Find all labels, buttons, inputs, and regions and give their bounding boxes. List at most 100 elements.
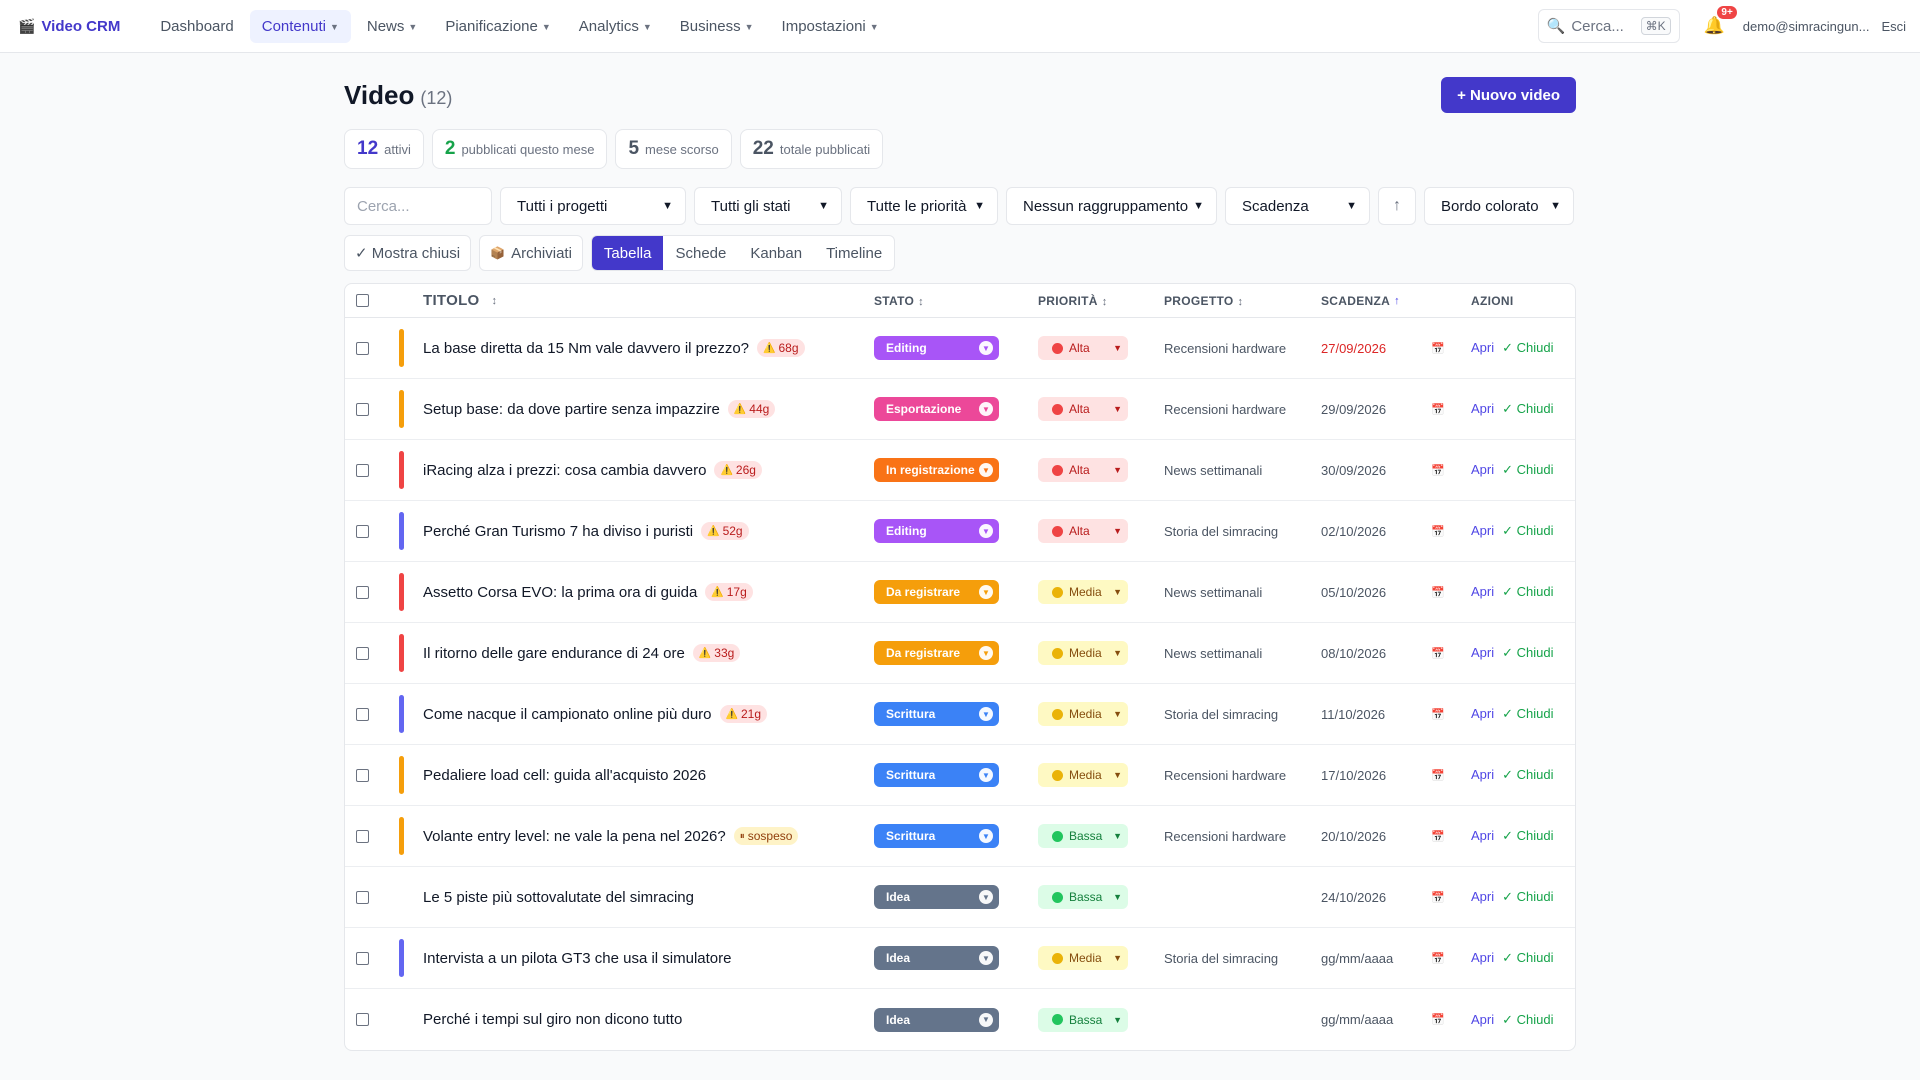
close-link[interactable]: ✓ Chiudi — [1502, 340, 1554, 355]
due-date-field[interactable]: 08/10/2026 📅 — [1321, 646, 1471, 661]
status-select[interactable]: Esportazione ▼ — [874, 397, 999, 421]
row-checkbox[interactable] — [355, 585, 369, 599]
video-title[interactable]: La base diretta da 15 Nm vale davvero il… — [423, 339, 750, 357]
calendar-icon[interactable]: 📅 — [1431, 586, 1445, 599]
calendar-icon[interactable]: 📅 — [1431, 830, 1445, 843]
archived-button[interactable]: 📦 Archiviati — [479, 235, 583, 271]
calendar-icon[interactable]: 📅 — [1431, 952, 1445, 965]
row-checkbox[interactable] — [355, 768, 369, 782]
close-link[interactable]: ✓ Chiudi — [1502, 462, 1554, 477]
close-link[interactable]: ✓ Chiudi — [1502, 401, 1554, 416]
priority-filter[interactable]: Tutte le priorità ▼ — [850, 187, 998, 225]
due-date-field[interactable]: 11/10/2026 📅 — [1321, 707, 1471, 722]
show-closed-toggle[interactable]: ✓ Mostra chiusi — [344, 235, 472, 271]
calendar-icon[interactable]: 📅 — [1431, 1014, 1445, 1026]
open-link[interactable]: Apri — [1471, 950, 1495, 965]
open-link[interactable]: Apri — [1471, 401, 1495, 416]
due-date-field[interactable]: 29/09/2026 📅 — [1321, 402, 1471, 417]
status-select[interactable]: In registrazione ▼ — [874, 458, 999, 482]
close-link[interactable]: ✓ Chiudi — [1502, 645, 1554, 660]
calendar-icon[interactable]: 📅 — [1431, 403, 1445, 416]
due-date-field[interactable]: 20/10/2026 📅 — [1321, 829, 1471, 844]
priority-select[interactable]: Bassa ▼ — [1038, 1007, 1128, 1032]
close-link[interactable]: ✓ Chiudi — [1502, 889, 1554, 904]
open-link[interactable]: Apri — [1471, 706, 1495, 721]
status-filter[interactable]: Tutti gli stati ▼ — [694, 187, 842, 225]
close-link[interactable]: ✓ Chiudi — [1502, 828, 1554, 843]
tab-timeline[interactable]: Timeline — [826, 244, 883, 262]
priority-select[interactable]: Media ▼ — [1038, 641, 1128, 665]
calendar-icon[interactable]: 📅 — [1431, 708, 1445, 721]
due-date-field[interactable]: 27/09/2026 📅 — [1321, 341, 1471, 356]
video-title[interactable]: Setup base: da dove partire senza impazz… — [423, 400, 720, 418]
row-checkbox[interactable] — [355, 463, 369, 477]
priority-select[interactable]: Alta ▼ — [1038, 397, 1128, 421]
close-link[interactable]: ✓ Chiudi — [1502, 767, 1554, 782]
row-checkbox[interactable] — [355, 1013, 369, 1026]
open-link[interactable]: Apri — [1471, 767, 1495, 782]
close-link[interactable]: ✓ Chiudi — [1502, 950, 1554, 965]
row-checkbox[interactable] — [355, 402, 369, 416]
video-title[interactable]: Pedaliere load cell: guida all'acquisto … — [423, 766, 707, 784]
priority-select[interactable]: Alta ▼ — [1038, 336, 1128, 360]
due-date-field[interactable]: 24/10/2026 📅 — [1321, 890, 1471, 905]
due-date-field[interactable]: gg/mm/aaaa 📅 — [1321, 951, 1471, 966]
select-all-checkbox[interactable] — [355, 294, 369, 307]
row-checkbox[interactable] — [355, 341, 369, 355]
video-title[interactable]: Come nacque il campionato online più dur… — [423, 705, 712, 723]
video-title[interactable]: Perché Gran Turismo 7 ha diviso i purist… — [423, 522, 694, 540]
calendar-icon[interactable]: 📅 — [1431, 525, 1445, 538]
row-checkbox[interactable] — [355, 707, 369, 721]
search-input[interactable]: Cerca... — [344, 187, 492, 225]
status-select[interactable]: Idea ▼ — [874, 885, 999, 909]
project-filter[interactable]: Tutti i progetti ▼ — [500, 187, 686, 225]
nav-item-dashboard[interactable]: Dashboard — [148, 10, 245, 43]
open-link[interactable]: Apri — [1471, 462, 1495, 477]
col-project[interactable]: PROGETTO ↕ — [1164, 294, 1321, 308]
priority-select[interactable]: Bassa ▼ — [1038, 885, 1128, 909]
row-checkbox[interactable] — [355, 646, 369, 660]
open-link[interactable]: Apri — [1471, 584, 1495, 599]
nav-item-news[interactable]: News ▼ — [355, 10, 429, 43]
status-select[interactable]: Idea ▼ — [874, 1007, 999, 1032]
row-checkbox[interactable] — [355, 890, 369, 904]
nav-item-analytics[interactable]: Analytics ▼ — [567, 10, 664, 43]
tab-tabella[interactable]: Tabella — [591, 236, 664, 270]
brand[interactable]: 🎬 Video CRM — [18, 18, 120, 35]
priority-select[interactable]: Alta ▼ — [1038, 458, 1128, 482]
video-title[interactable]: iRacing alza i prezzi: cosa cambia davve… — [423, 461, 707, 479]
col-due[interactable]: SCADENZA ↑ — [1321, 294, 1471, 308]
col-status[interactable]: STATO ↕ — [874, 294, 1038, 308]
open-link[interactable]: Apri — [1471, 340, 1495, 355]
border-style-select[interactable]: Bordo colorato ▼ — [1424, 187, 1574, 225]
open-link[interactable]: Apri — [1471, 889, 1495, 904]
status-select[interactable]: Da registrare ▼ — [874, 641, 999, 665]
video-title[interactable]: Perché i tempi sul giro non dicono tutto — [423, 1011, 683, 1028]
logout-link[interactable]: Esci — [1881, 18, 1906, 34]
row-checkbox[interactable] — [355, 829, 369, 843]
open-link[interactable]: Apri — [1471, 645, 1495, 660]
close-link[interactable]: ✓ Chiudi — [1502, 706, 1554, 721]
close-link[interactable]: ✓ Chiudi — [1502, 584, 1554, 599]
col-title[interactable]: TITOLO ↕ — [423, 292, 874, 309]
due-date-field[interactable]: 05/10/2026 📅 — [1321, 585, 1471, 600]
open-link[interactable]: Apri — [1471, 523, 1495, 538]
priority-select[interactable]: Alta ▼ — [1038, 519, 1128, 543]
tab-kanban[interactable]: Kanban — [750, 244, 803, 262]
due-date-field[interactable]: 17/10/2026 📅 — [1321, 768, 1471, 783]
status-select[interactable]: Editing ▼ — [874, 519, 999, 543]
video-title[interactable]: Le 5 piste più sottovalutate del simraci… — [423, 888, 694, 906]
due-date-field[interactable]: 30/09/2026 📅 — [1321, 463, 1471, 478]
priority-select[interactable]: Media ▼ — [1038, 946, 1128, 970]
close-link[interactable]: ✓ Chiudi — [1502, 523, 1554, 538]
col-priority[interactable]: PRIORITÀ ↕ — [1038, 294, 1164, 308]
open-link[interactable]: Apri — [1471, 828, 1495, 843]
new-video-button[interactable]: + Nuovo video — [1441, 77, 1576, 113]
status-select[interactable]: Scrittura ▼ — [874, 824, 999, 848]
status-select[interactable]: Scrittura ▼ — [874, 763, 999, 787]
row-checkbox[interactable] — [355, 524, 369, 538]
sort-select[interactable]: Scadenza ▼ — [1225, 187, 1370, 225]
calendar-icon[interactable]: 📅 — [1431, 769, 1445, 782]
priority-select[interactable]: Media ▼ — [1038, 702, 1128, 726]
user-email[interactable]: demo@simracingun... — [1742, 18, 1870, 34]
